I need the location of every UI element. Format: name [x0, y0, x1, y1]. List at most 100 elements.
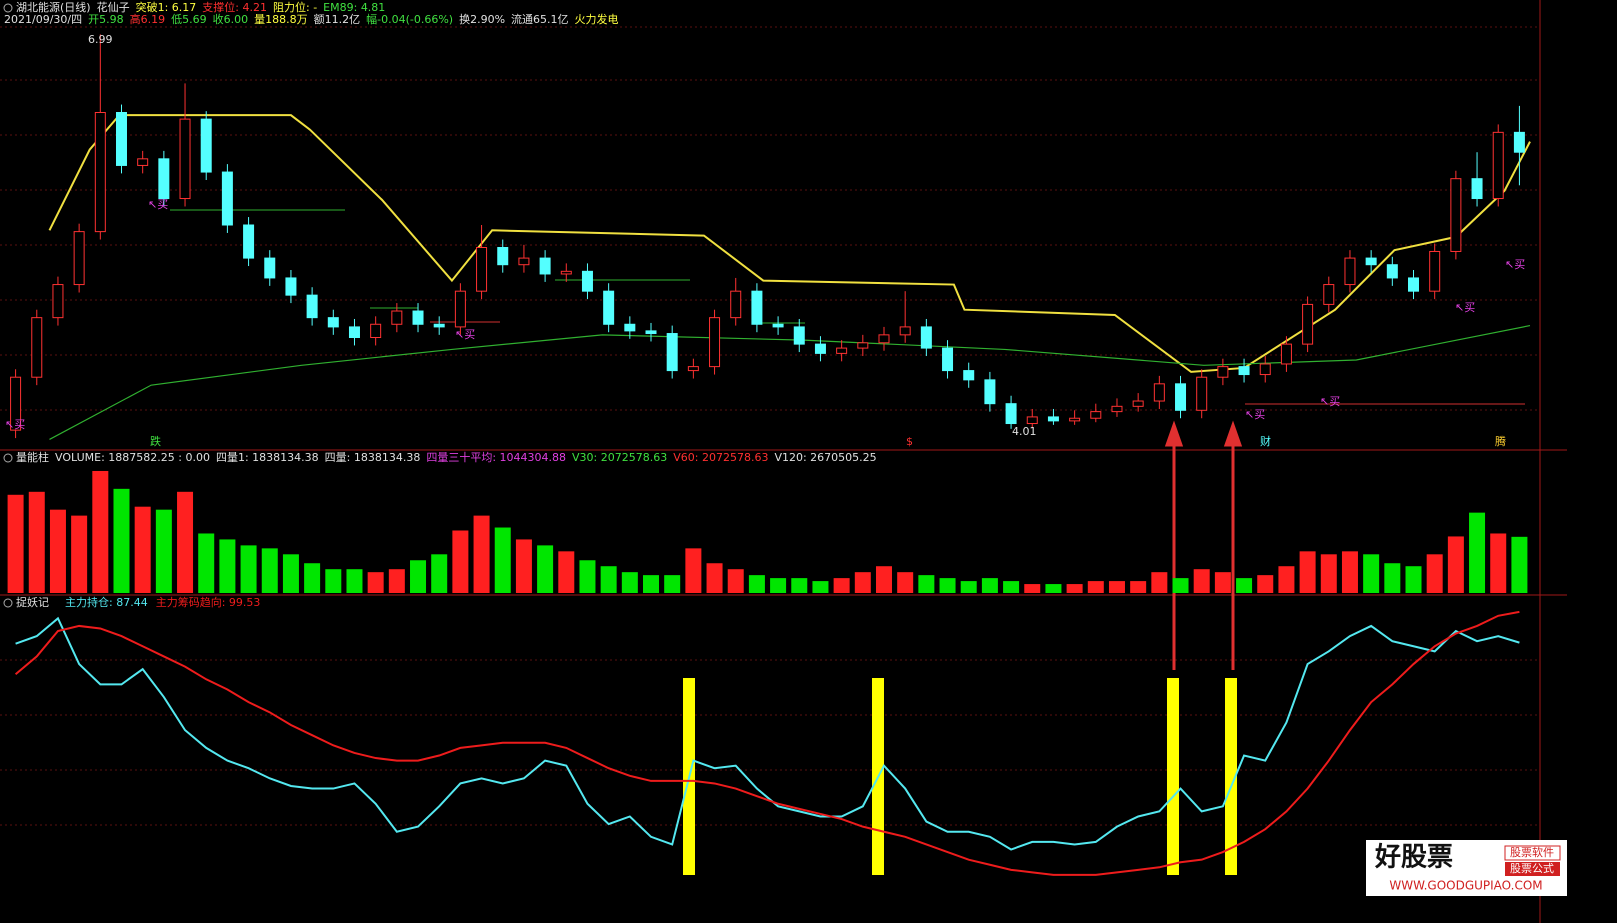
candle-body — [1090, 411, 1102, 419]
candle-body — [539, 257, 551, 275]
volume-bar — [1469, 512, 1486, 593]
volume-bar — [494, 527, 511, 593]
candle-body — [942, 347, 954, 372]
volume-bar — [1045, 584, 1062, 593]
candle-body — [581, 270, 593, 292]
header-text: 高6.19 — [130, 12, 166, 26]
indicator-line — [49, 324, 1531, 440]
header-text: 湖北能源(日线) — [16, 0, 91, 14]
volume-bar — [155, 509, 172, 593]
candle-body — [1217, 366, 1229, 378]
signal-bar — [1225, 678, 1237, 875]
candle-body — [730, 290, 742, 319]
header-text: 突破1: 6.17 — [136, 0, 197, 14]
volume-bar — [1024, 584, 1041, 593]
watermark-tag-box — [1504, 845, 1561, 861]
panel-icon — [3, 3, 13, 13]
candle-body — [476, 247, 488, 292]
legend-label: 主力筹码趋向: 99.53 — [156, 595, 261, 609]
candle-body — [1111, 405, 1123, 413]
candle-body — [94, 112, 106, 233]
candle-body — [1005, 403, 1017, 425]
candle-body — [687, 366, 699, 372]
header-text: 幅-0.04(-0.66%) — [366, 13, 453, 26]
candle-body — [348, 326, 360, 339]
header-text: EM89: 4.81 — [323, 1, 385, 14]
volume-bar — [410, 560, 427, 593]
volume-bar — [240, 545, 257, 593]
volume-bar — [981, 578, 998, 593]
volume-bar — [282, 554, 299, 593]
header-text: V30: 2072578.63 — [572, 451, 667, 464]
volume-bar — [1003, 581, 1020, 593]
candle-body — [221, 171, 233, 226]
volume-bar — [346, 569, 363, 593]
header-text: 低5.69 — [171, 13, 207, 26]
volume-bar — [1426, 554, 1443, 593]
volume-bar — [431, 554, 448, 593]
volume-bar — [1341, 551, 1358, 593]
candle-body — [1026, 416, 1038, 425]
volume-bar — [812, 581, 829, 593]
annotation: ↖买 — [1245, 408, 1265, 421]
candle-body — [1344, 257, 1356, 286]
header-text: 火力发电 — [575, 12, 619, 26]
annotation: 跌 — [150, 434, 161, 448]
volume-bar — [1108, 581, 1125, 593]
indicator-line — [48, 114, 1531, 373]
header-text: 换2.90% — [459, 12, 505, 26]
header-text: 开5.98 — [88, 13, 124, 26]
annotation: ↖买 — [1455, 301, 1475, 314]
volume-bar — [1447, 536, 1464, 593]
volume-bar — [304, 563, 321, 593]
header-text: 量能柱 — [16, 450, 49, 464]
volume-bar — [1320, 554, 1337, 593]
volume-bar — [1511, 536, 1528, 593]
volume-bar — [558, 551, 575, 593]
candle-body — [1153, 383, 1165, 402]
candle-body — [1513, 131, 1525, 153]
header-text: 流通65.1亿 — [511, 12, 569, 26]
volume-bar — [92, 470, 109, 593]
candle-body — [1471, 178, 1483, 200]
volume-bar — [643, 575, 660, 593]
candle-body — [1386, 264, 1398, 279]
volume-bar — [452, 530, 469, 593]
candle-body — [857, 342, 869, 349]
candle-body — [285, 277, 297, 296]
volume-bar — [1363, 554, 1380, 593]
header-text: 额11.2亿 — [314, 13, 361, 26]
header-text: 四量: 1838134.38 — [325, 451, 421, 464]
candle-body — [1450, 178, 1462, 252]
candle-body — [412, 310, 424, 325]
candle-body — [518, 257, 530, 266]
annotation: 财 — [1260, 434, 1271, 448]
annotation: ↖买 — [148, 198, 168, 211]
volume-bar — [939, 578, 956, 593]
volume-bar — [177, 491, 194, 593]
candle-body — [1280, 343, 1292, 365]
candle-body — [836, 347, 848, 354]
candle-body — [158, 158, 170, 200]
volume-bar — [261, 548, 278, 593]
candle-body — [709, 317, 721, 368]
candle-body — [1047, 416, 1059, 422]
header-text: 四量三十平均: 1044304.88 — [426, 450, 566, 464]
volume-bar — [367, 572, 384, 593]
volume-bar — [49, 509, 66, 593]
candle-body — [264, 257, 276, 279]
volume-bar — [1172, 578, 1189, 593]
header-text: 花仙子 — [97, 1, 130, 14]
candle-body — [115, 112, 127, 166]
candle-body — [1259, 363, 1271, 376]
volume-bar — [1066, 584, 1083, 593]
volume-bar — [134, 506, 151, 593]
candle-body — [1069, 417, 1081, 422]
volume-bar — [473, 515, 490, 593]
candle-body — [772, 323, 784, 328]
candle-body — [391, 310, 403, 325]
grid — [0, 0, 1567, 923]
header-text: 支撑位: 4.21 — [202, 0, 267, 14]
volume-bar — [854, 572, 871, 593]
